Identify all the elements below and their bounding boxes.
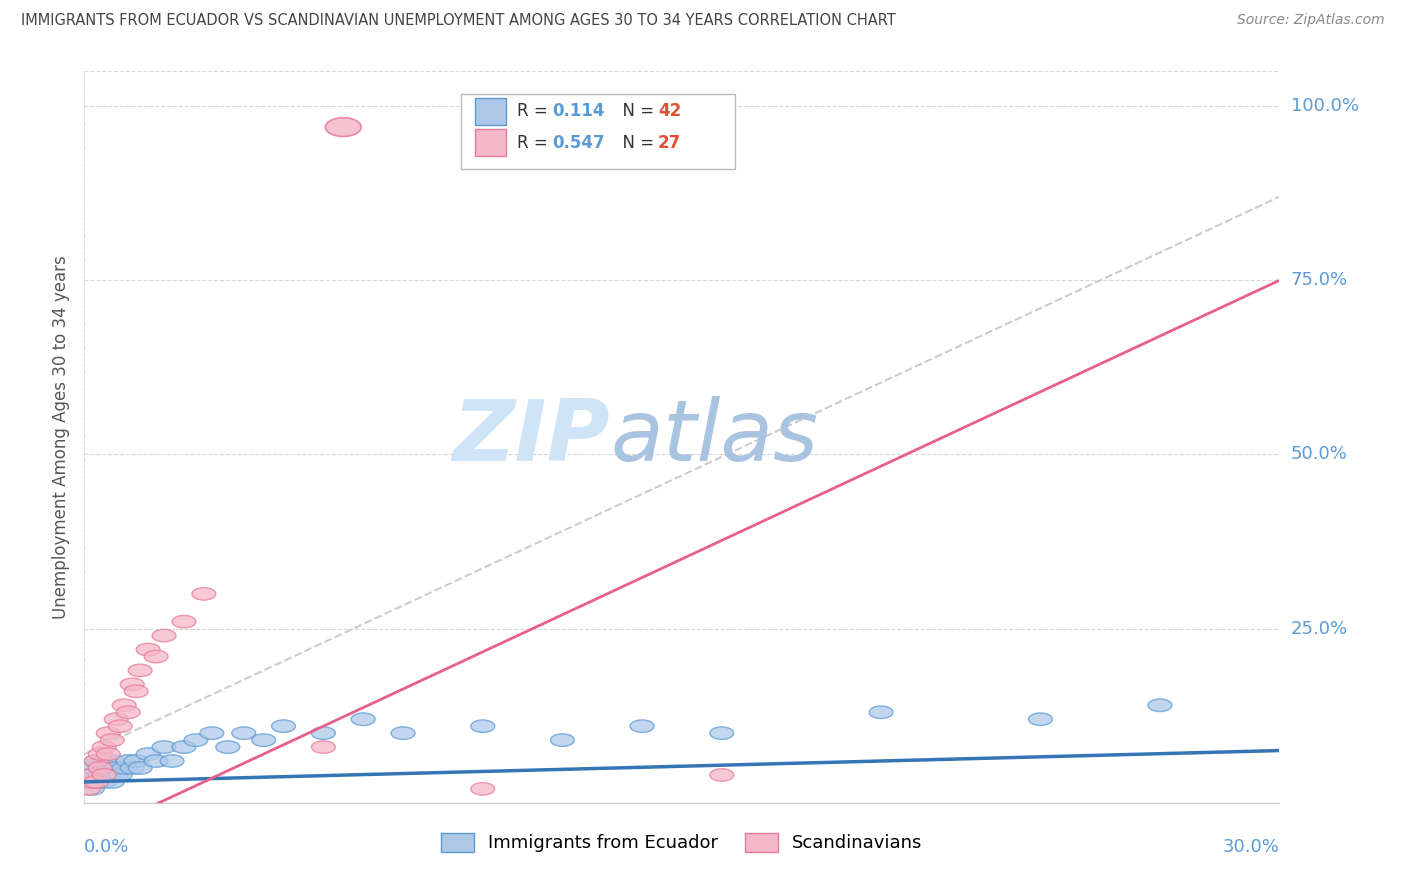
Y-axis label: Unemployment Among Ages 30 to 34 years: Unemployment Among Ages 30 to 34 years [52,255,70,619]
Ellipse shape [312,740,336,754]
Ellipse shape [1149,699,1173,712]
Text: 25.0%: 25.0% [1291,620,1348,638]
Ellipse shape [1029,713,1053,725]
Ellipse shape [172,740,195,754]
Ellipse shape [96,747,121,760]
Text: R =: R = [517,103,554,120]
Ellipse shape [80,782,104,795]
Ellipse shape [471,720,495,732]
Ellipse shape [100,776,124,789]
Ellipse shape [100,734,124,747]
Text: 42: 42 [658,103,682,120]
Text: IMMIGRANTS FROM ECUADOR VS SCANDINAVIAN UNEMPLOYMENT AMONG AGES 30 TO 34 YEARS C: IMMIGRANTS FROM ECUADOR VS SCANDINAVIAN … [21,13,896,29]
Ellipse shape [252,734,276,747]
Ellipse shape [93,776,117,789]
Ellipse shape [96,769,121,781]
Ellipse shape [96,762,121,774]
Text: 0.0%: 0.0% [84,838,129,855]
Ellipse shape [710,727,734,739]
Text: atlas: atlas [610,395,818,479]
Ellipse shape [93,769,117,781]
Ellipse shape [172,615,195,628]
Ellipse shape [76,782,100,795]
Ellipse shape [124,755,148,767]
Ellipse shape [271,720,295,732]
Ellipse shape [84,776,108,789]
Ellipse shape [96,727,121,739]
Ellipse shape [117,755,141,767]
Ellipse shape [84,776,108,789]
Ellipse shape [217,740,240,754]
Ellipse shape [145,650,169,663]
Text: 50.0%: 50.0% [1291,445,1347,464]
Ellipse shape [145,755,169,767]
Ellipse shape [104,713,128,725]
Ellipse shape [93,755,117,767]
Text: 100.0%: 100.0% [1291,97,1358,115]
Ellipse shape [152,740,176,754]
Ellipse shape [89,769,112,781]
Ellipse shape [104,769,128,781]
Text: Source: ZipAtlas.com: Source: ZipAtlas.com [1237,13,1385,28]
Ellipse shape [121,762,145,774]
Ellipse shape [869,706,893,719]
Ellipse shape [80,762,104,774]
Text: N =: N = [612,103,659,120]
Ellipse shape [128,762,152,774]
Text: N =: N = [612,134,659,152]
Ellipse shape [80,769,104,781]
Ellipse shape [136,643,160,656]
Ellipse shape [104,762,128,774]
Ellipse shape [471,782,495,795]
Ellipse shape [89,747,112,760]
Text: R =: R = [517,134,554,152]
Ellipse shape [136,747,160,760]
Ellipse shape [312,727,336,739]
Ellipse shape [100,755,124,767]
Text: ZIP: ZIP [453,395,610,479]
Ellipse shape [193,588,217,600]
Ellipse shape [112,762,136,774]
Ellipse shape [232,727,256,739]
Ellipse shape [89,762,112,774]
Ellipse shape [551,734,575,747]
Ellipse shape [152,630,176,642]
Ellipse shape [84,755,108,767]
Text: 27: 27 [658,134,682,152]
Ellipse shape [325,118,361,136]
Ellipse shape [84,755,108,767]
Ellipse shape [710,769,734,781]
Ellipse shape [108,720,132,732]
Ellipse shape [391,727,415,739]
Ellipse shape [184,734,208,747]
Legend: Immigrants from Ecuador, Scandinavians: Immigrants from Ecuador, Scandinavians [434,826,929,860]
Ellipse shape [89,762,112,774]
Ellipse shape [108,769,132,781]
Ellipse shape [352,713,375,725]
Ellipse shape [80,776,104,789]
Ellipse shape [76,769,100,781]
Ellipse shape [128,665,152,677]
Ellipse shape [160,755,184,767]
Ellipse shape [117,706,141,719]
Ellipse shape [200,727,224,739]
Text: 0.114: 0.114 [553,103,605,120]
Ellipse shape [121,678,145,690]
Text: 30.0%: 30.0% [1223,838,1279,855]
Text: 75.0%: 75.0% [1291,271,1348,289]
Ellipse shape [93,740,117,754]
Ellipse shape [124,685,148,698]
Text: 0.547: 0.547 [553,134,605,152]
Ellipse shape [630,720,654,732]
Ellipse shape [112,699,136,712]
